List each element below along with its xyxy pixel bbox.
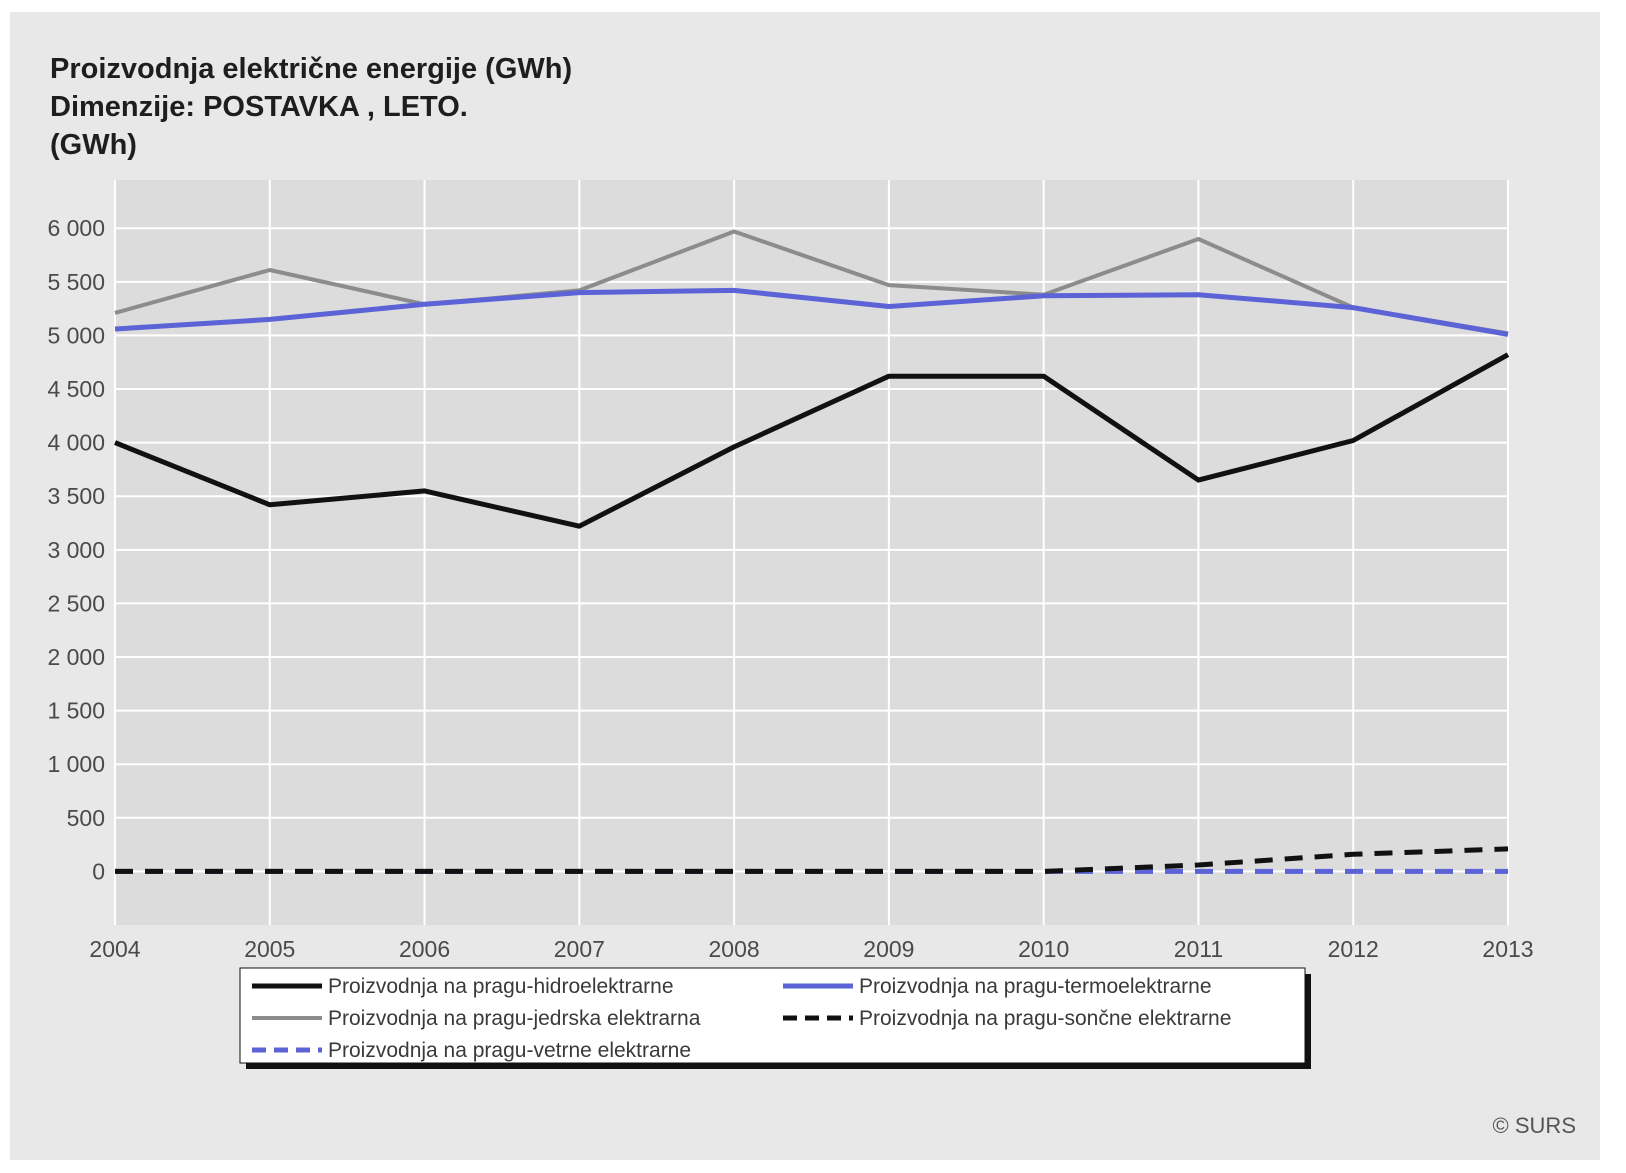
x-tick-label: 2013 [1482,936,1533,962]
legend: Proizvodnja na pragu-hidroelektrarne Proi… [239,967,1311,1069]
x-tick-label: 2007 [554,936,605,962]
series-line [115,846,1509,874]
y-tick-label: 2 500 [47,590,105,616]
plot-background [115,180,1508,925]
y-tick-label: 5 500 [47,269,105,295]
x-tick-label: 2011 [1174,936,1223,962]
y-tick-label: 0 [92,858,105,884]
y-tick-label: 4 500 [47,376,105,402]
legend-label: Proizvodnja na pragu-jedrska elektrarna [328,1007,701,1030]
legend-label: Proizvodnja na pragu-sončne elektrarne [859,1007,1231,1030]
legend-box [239,967,1306,1064]
chart-unit-label: (GWh) [50,129,137,161]
legend-label: Proizvodnja na pragu-hidroelektrarne [328,975,674,998]
series-line [114,287,1509,337]
chart-title: Proizvodnja električne energije (GWh) [50,53,573,85]
source-credit: © SURS [1492,1113,1576,1138]
x-tick-label: 2006 [399,936,450,962]
chart-subtitle: Dimenzije: POSTAVKA , LETO. [50,91,468,123]
chart-header: Proizvodnja električne energije (GWh) Di… [50,50,572,164]
plot-area: 0 500 1 000 1 500 2 000 2 500 3 000 3 500 4 000 4… [47,180,1534,962]
y-tick-label: 1 000 [47,751,105,777]
y-tick-label: 3 000 [47,537,105,563]
y-tick-label: 4 000 [47,430,105,456]
y-tick-label: 3 500 [47,483,105,509]
y-tick-label: 1 500 [47,698,105,724]
x-tick-label: 2010 [1018,936,1069,962]
series-line [114,229,1509,336]
y-tick-label: 6 000 [47,215,105,241]
x-tick-label: 2008 [709,936,760,962]
legend-label: Proizvodnja na pragu-termoelektrarne [859,975,1212,998]
y-tick-label: 5 000 [47,322,105,348]
x-tick-label: 2012 [1328,936,1379,962]
x-tick-label: 2009 [863,936,914,962]
series-line [114,352,1510,529]
x-tick-label: 2005 [244,936,295,962]
legend-label: Proizvodnja na pragu-vetrne elektrarne [328,1039,691,1062]
y-tick-label: 500 [67,805,105,831]
x-tick-label: 2004 [89,936,140,962]
y-tick-label: 2 000 [47,644,105,670]
